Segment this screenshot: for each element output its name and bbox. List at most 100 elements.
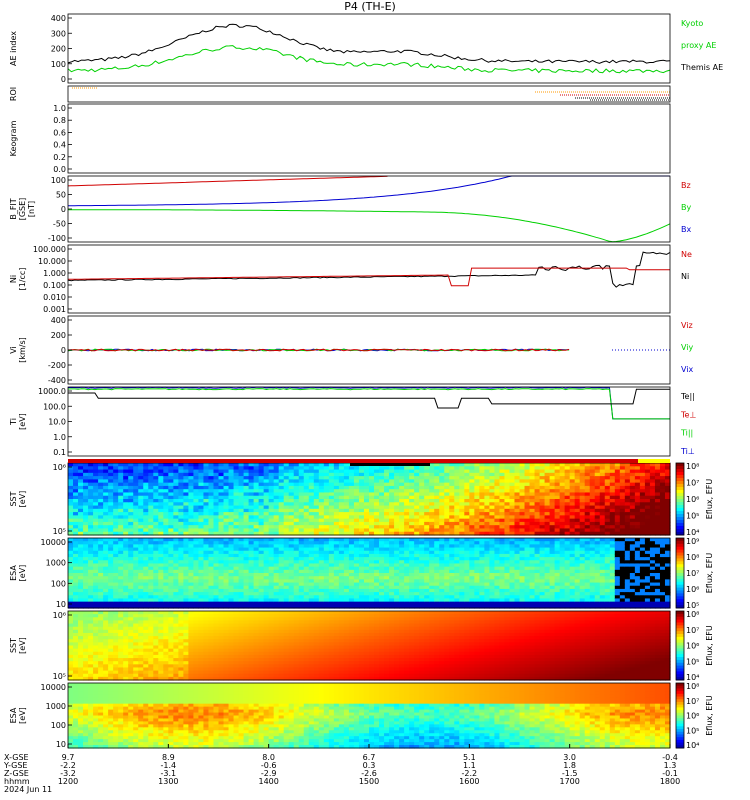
spectrogram-cell — [78, 476, 84, 480]
spectrogram-cell — [534, 518, 541, 523]
spectrogram-cell — [629, 463, 636, 467]
spectrogram-cell — [519, 525, 526, 530]
spectrogram-cell — [429, 566, 435, 571]
spectrogram-cell — [238, 566, 245, 571]
spectrogram-cell — [253, 518, 260, 523]
spectrogram-cell — [353, 485, 360, 490]
spectrogram-cell — [514, 604, 521, 609]
spectrogram-cell — [293, 482, 300, 487]
spectrogram-cell — [609, 479, 616, 484]
spectrogram-cell — [358, 528, 365, 533]
spectrogram-cell — [278, 557, 285, 561]
spectrogram-cell — [163, 518, 169, 523]
spectrogram-cell — [659, 518, 666, 523]
spectrogram-cell — [98, 550, 104, 555]
spectrogram-cell — [449, 604, 455, 609]
spectrogram-cell — [103, 495, 109, 500]
spectrogram-cell — [404, 469, 410, 474]
spectrogram-cell — [78, 502, 84, 507]
spectrogram-cell — [253, 569, 260, 574]
spectrogram-cell — [158, 550, 164, 555]
spectrogram-cell — [83, 595, 89, 600]
spectrogram-cell — [233, 485, 240, 490]
spectrogram-cell — [504, 531, 511, 536]
spectrogram-cell — [554, 595, 561, 600]
spectrogram-cell — [188, 521, 195, 526]
spectrogram-cell — [474, 472, 480, 477]
spectrogram-cell — [348, 563, 355, 568]
spectrogram-cell — [278, 485, 285, 490]
spectrogram-cell — [434, 512, 440, 516]
spectrogram-cell — [118, 466, 124, 471]
spectrogram-cell — [464, 482, 470, 487]
spectrogram-cell — [233, 472, 240, 477]
spectrogram-cell — [409, 515, 415, 520]
spectrogram-cell — [173, 469, 179, 474]
spectrogram-cell — [83, 601, 89, 606]
spectrogram-cell — [238, 576, 245, 580]
spectrogram-cell — [489, 489, 496, 494]
spectrogram-cell — [273, 512, 280, 516]
spectrogram-cell — [619, 508, 626, 513]
spectrogram-cell — [619, 495, 626, 500]
spectrogram-cell — [489, 569, 496, 574]
spectrogram-cell — [118, 515, 124, 520]
spectrogram-cell — [549, 521, 556, 526]
spectrogram-cell — [183, 508, 189, 513]
spectrogram-cell — [489, 492, 496, 497]
spectrogram-cell — [469, 573, 475, 577]
spectrogram-cell — [168, 569, 174, 574]
colorbar-cell — [676, 493, 684, 497]
spectrogram-cell — [549, 538, 556, 542]
spectrogram-cell — [444, 485, 450, 490]
spectrogram-cell — [429, 463, 435, 467]
spectrogram-cell — [313, 525, 320, 530]
spectrogram-cell — [243, 541, 250, 545]
spectrogram-cell — [153, 598, 159, 603]
spectrogram-cell — [238, 563, 245, 568]
spectrogram-cell — [288, 598, 295, 603]
spectrogram-cell — [208, 495, 215, 500]
spectrogram-cell — [664, 525, 671, 530]
spectrogram-cell — [338, 525, 345, 530]
spectrogram-cell — [103, 601, 109, 606]
spectrogram-cell — [534, 582, 541, 587]
spectrogram-cell — [449, 601, 455, 606]
spectrogram-cell — [343, 576, 350, 580]
spectrogram-cell — [539, 579, 546, 584]
spectrogram-cell — [379, 573, 385, 577]
spectrogram-cell — [439, 466, 445, 471]
spectrogram-cell — [358, 521, 365, 526]
y-tick-label: -50 — [53, 220, 66, 229]
spectrogram-cell — [379, 576, 385, 580]
spectrogram-cell — [148, 541, 154, 545]
spectrogram-cell — [338, 489, 345, 494]
spectrogram-cell — [409, 466, 415, 471]
series-ni — [67, 251, 671, 288]
spectrogram-cell — [123, 499, 129, 503]
spectrogram-cell — [389, 485, 395, 490]
spectrogram-cell — [283, 515, 290, 520]
spectrogram-cell — [148, 492, 154, 497]
spectrogram-cell — [288, 505, 295, 510]
spectrogram-cell — [93, 482, 99, 487]
spectrogram-cell — [454, 525, 460, 530]
spectrogram-cell — [298, 582, 305, 587]
spectrogram-cell — [494, 492, 501, 497]
spectrogram-cell — [303, 469, 310, 474]
spectrogram-cell — [534, 573, 541, 577]
spectrogram-cell — [529, 550, 536, 555]
spectrogram-cell — [524, 472, 531, 477]
spectrogram-cell — [534, 479, 541, 484]
spectrogram-cell — [659, 466, 666, 471]
spectrogram-cell — [494, 479, 501, 484]
spectrogram-cell — [328, 518, 335, 523]
spectrogram-cell — [394, 598, 400, 603]
spectrogram-cell — [644, 499, 651, 503]
spectrogram-cell — [519, 582, 526, 587]
spectrogram-cell — [268, 585, 275, 590]
spectrogram-cell — [233, 541, 240, 545]
spectrogram-cell — [369, 573, 375, 577]
spectrogram-cell — [464, 466, 470, 471]
spectrogram-cell — [203, 505, 210, 510]
